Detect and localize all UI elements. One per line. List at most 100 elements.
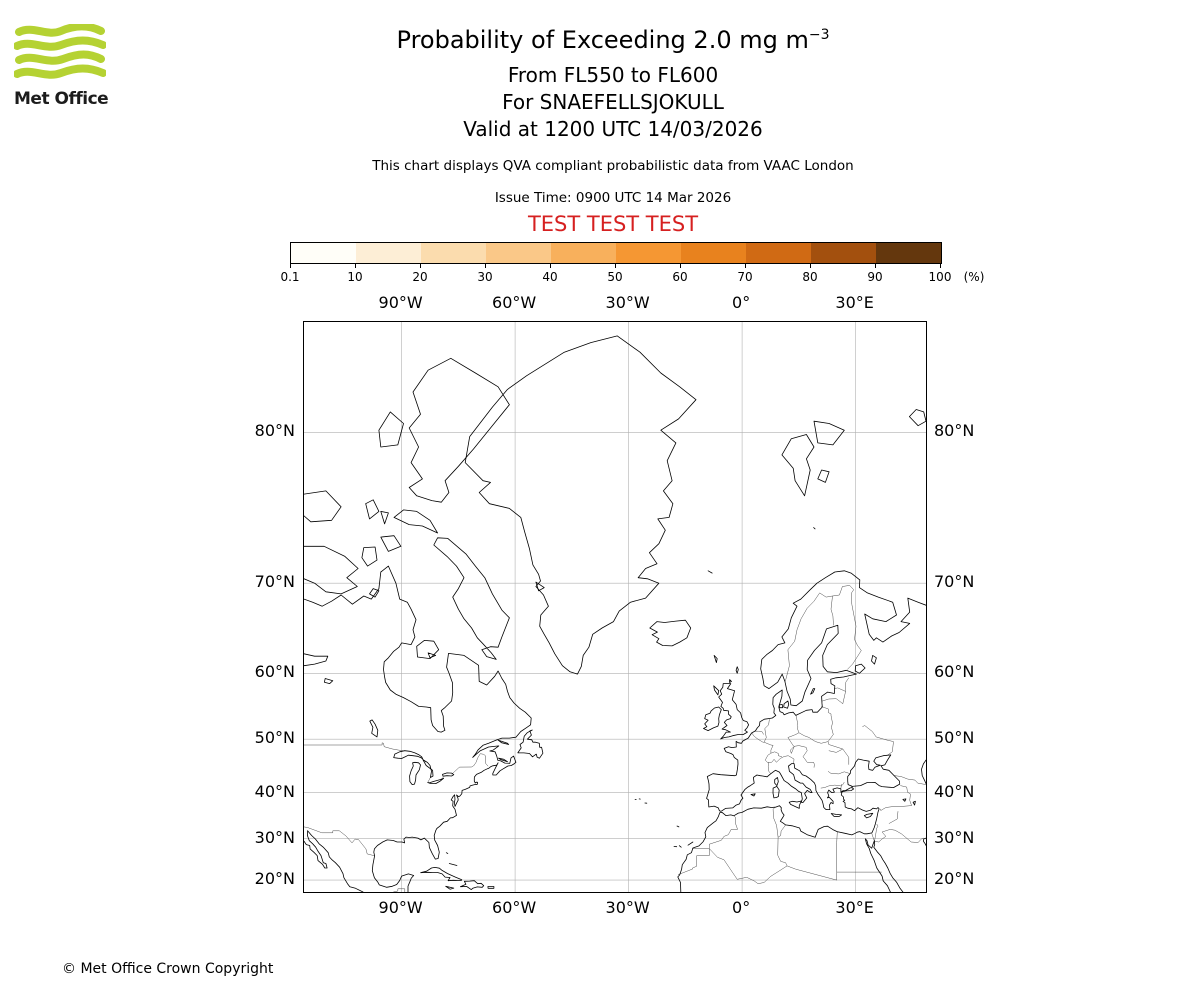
border-algeria-libya (777, 837, 788, 867)
lat-tick-label-left: 70°N (254, 572, 295, 592)
colorbar-tick (615, 264, 616, 268)
border-france-switzerland-italy (764, 752, 772, 774)
coastline-cuba (420, 867, 463, 882)
border-czech-poland-slovakia (798, 732, 843, 750)
coastline-puerto-rico (487, 886, 495, 889)
colorbar-segment-0 (291, 243, 356, 263)
border-turkey-east (900, 785, 912, 806)
chart-subtitles: From FL550 to FL600 For SNAEFELLSJOKULL … (13, 62, 1200, 143)
border-morocco-algeria (709, 815, 738, 849)
coastline-cornwallis-island (380, 511, 389, 525)
border-lithuania-poland (821, 706, 832, 716)
colorbar-tick (875, 264, 876, 268)
coastline-bear-island (813, 527, 816, 530)
border-romania-ukraine (828, 748, 850, 765)
border-saudi-jordan (874, 829, 891, 843)
border-latvia-lithuania (821, 691, 846, 704)
border-ukraine-russia (862, 725, 894, 756)
colorbar-segment-2 (421, 243, 486, 263)
border-libya-egypt (836, 831, 838, 873)
coastline-lake-ontario (442, 772, 455, 777)
coastline-hebrides (713, 685, 720, 696)
border-netherlands-belgium (754, 730, 764, 735)
coastline-spitsbergen (781, 434, 815, 497)
border-germany-poland (795, 715, 800, 733)
coastline-orkney (729, 679, 732, 683)
lat-tick-label-left: 80°N (254, 421, 295, 441)
lat-tick-label-left: 50°N (254, 728, 295, 748)
coastline-prince-edward-island (498, 757, 508, 763)
lat-tick-label-right: 20°N (934, 869, 975, 889)
coastline-ellesmere-island (408, 357, 510, 503)
coastline-bahamas-2 (448, 863, 458, 866)
lon-tick-label-top: 30°W (605, 293, 650, 312)
colorbar-segment-9 (876, 243, 941, 263)
coastline-ireland (703, 706, 722, 731)
coastline-sicily (788, 800, 802, 809)
coastline-victoria-island (304, 545, 359, 595)
border-germany-czech (787, 732, 800, 738)
coastline-melville-island (304, 490, 342, 523)
border-jordan-river (874, 823, 879, 842)
lat-tick-label-right: 60°N (934, 662, 975, 682)
colorbar-segment-8 (811, 243, 876, 263)
border-romania-bulgaria (827, 771, 851, 775)
colorbar-tick-label: 80 (802, 270, 818, 284)
border-croatia-serbia (804, 758, 815, 768)
coastline-great-britain (718, 683, 749, 740)
coastline-lake-onega (871, 655, 877, 665)
coastline-fyn (778, 704, 783, 709)
colorbar-tick (355, 264, 356, 268)
colorbar-tick-label: 40 (542, 270, 558, 284)
coastline-lake-superior (393, 750, 424, 760)
border-us-canada-west (304, 742, 404, 751)
border-turkey-syria-iraq (880, 805, 912, 811)
border-algeria-tunisia (772, 807, 779, 838)
coastline-madeira (676, 825, 680, 828)
colorbar-tick (420, 264, 421, 268)
coastline-lake-michigan (409, 761, 421, 785)
coastline-mallorca (750, 793, 756, 797)
colorbar-tick-label: 30 (477, 270, 493, 284)
coastline-eurasia-africa (677, 570, 926, 892)
border-us-canada-detroit (427, 777, 431, 783)
colorbar-tick (680, 264, 681, 268)
border-switzerland-germany-austria (770, 751, 782, 758)
lat-tick-label-left: 60°N (254, 662, 295, 682)
map-svg (304, 322, 926, 892)
colorbar-tick (290, 264, 291, 268)
border-finland-russia (847, 592, 862, 670)
lon-tick-label-bottom: 30°W (605, 898, 650, 917)
coastline-franz-josef (909, 409, 926, 427)
lon-tick-label-bottom: 60°W (492, 898, 537, 917)
coastline-faroe (713, 655, 718, 663)
coastline-devon-island (393, 509, 438, 534)
colorbar-tick-label: 60 (672, 270, 688, 284)
border-estonia-latvia (834, 687, 846, 692)
coastline-iceland (649, 619, 692, 647)
coastline-gotland (810, 688, 816, 695)
colorbar-segment-3 (486, 243, 551, 263)
lon-tick-label-top: 60°W (492, 293, 537, 312)
coastline-persian-gulf (923, 837, 926, 846)
border-greece-turkey (840, 784, 843, 789)
coastline-anticosti (497, 739, 510, 745)
lon-tick-label-bottom: 0° (732, 898, 751, 917)
coastline-canaries-3 (687, 841, 694, 846)
lat-tick-label-right: 40°N (934, 781, 975, 801)
border-italy-alps (768, 755, 795, 764)
coastline-caspian-sea (921, 759, 926, 784)
lat-tick-label-left: 40°N (254, 781, 295, 801)
subtitle-valid-time: Valid at 1200 UTC 14/03/2026 (463, 117, 763, 141)
colorbar-segment-1 (356, 243, 421, 263)
border-jordan-saudi-iraq-kuwait (890, 829, 924, 843)
colorbar-tick (745, 264, 746, 268)
coastline-jan-mayen (707, 570, 713, 574)
coastline-corsica (774, 777, 779, 786)
coastline-lake-huron (422, 759, 434, 778)
border-russia-caucasus (893, 775, 926, 785)
border-poland-east (827, 715, 834, 742)
lon-tick-label-top: 30°E (835, 293, 874, 312)
colorbar-tick (550, 264, 551, 268)
